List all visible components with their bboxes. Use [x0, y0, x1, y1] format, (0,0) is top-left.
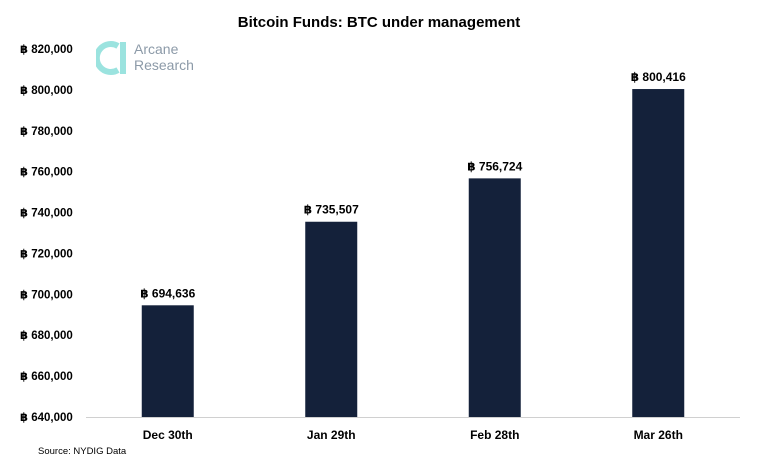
source-note: Source: NYDIG Data: [38, 446, 127, 457]
y-tick-label: ฿ 820,000: [20, 44, 73, 56]
bar: [632, 89, 685, 418]
arcane-logo-icon: [96, 41, 126, 75]
x-tick-label: Feb 28th: [470, 428, 519, 442]
chart-title: Bitcoin Funds: BTC under management: [237, 14, 521, 31]
y-tick-label: ฿ 740,000: [20, 208, 73, 220]
bar: [468, 178, 521, 417]
y-tick-label: ฿ 780,000: [20, 126, 73, 138]
logo-line-1: Arcane: [134, 41, 179, 57]
x-tick-label: Mar 26th: [634, 428, 683, 442]
y-tick-label: ฿ 760,000: [20, 167, 73, 179]
y-tick-label: ฿ 640,000: [20, 412, 73, 424]
y-tick-label: ฿ 700,000: [20, 289, 73, 301]
y-tick-label: ฿ 680,000: [20, 330, 73, 342]
x-tick-label: Dec 30th: [143, 428, 193, 442]
bar-value-label: ฿ 800,416: [631, 70, 686, 84]
x-tick-label: Jan 29th: [307, 428, 356, 442]
bar-value-label: ฿ 735,507: [304, 203, 359, 217]
arcane-research-logo: Arcane Research: [96, 40, 216, 76]
y-tick-label: ฿ 660,000: [20, 371, 73, 383]
bar: [141, 305, 194, 417]
y-tick-label: ฿ 720,000: [20, 248, 73, 260]
bar-value-label: ฿ 756,724: [467, 159, 522, 173]
logo-line-2: Research: [134, 57, 194, 73]
bar-value-label: ฿ 694,636: [140, 286, 195, 300]
y-tick-label: ฿ 800,000: [20, 85, 73, 97]
bar: [305, 221, 358, 417]
